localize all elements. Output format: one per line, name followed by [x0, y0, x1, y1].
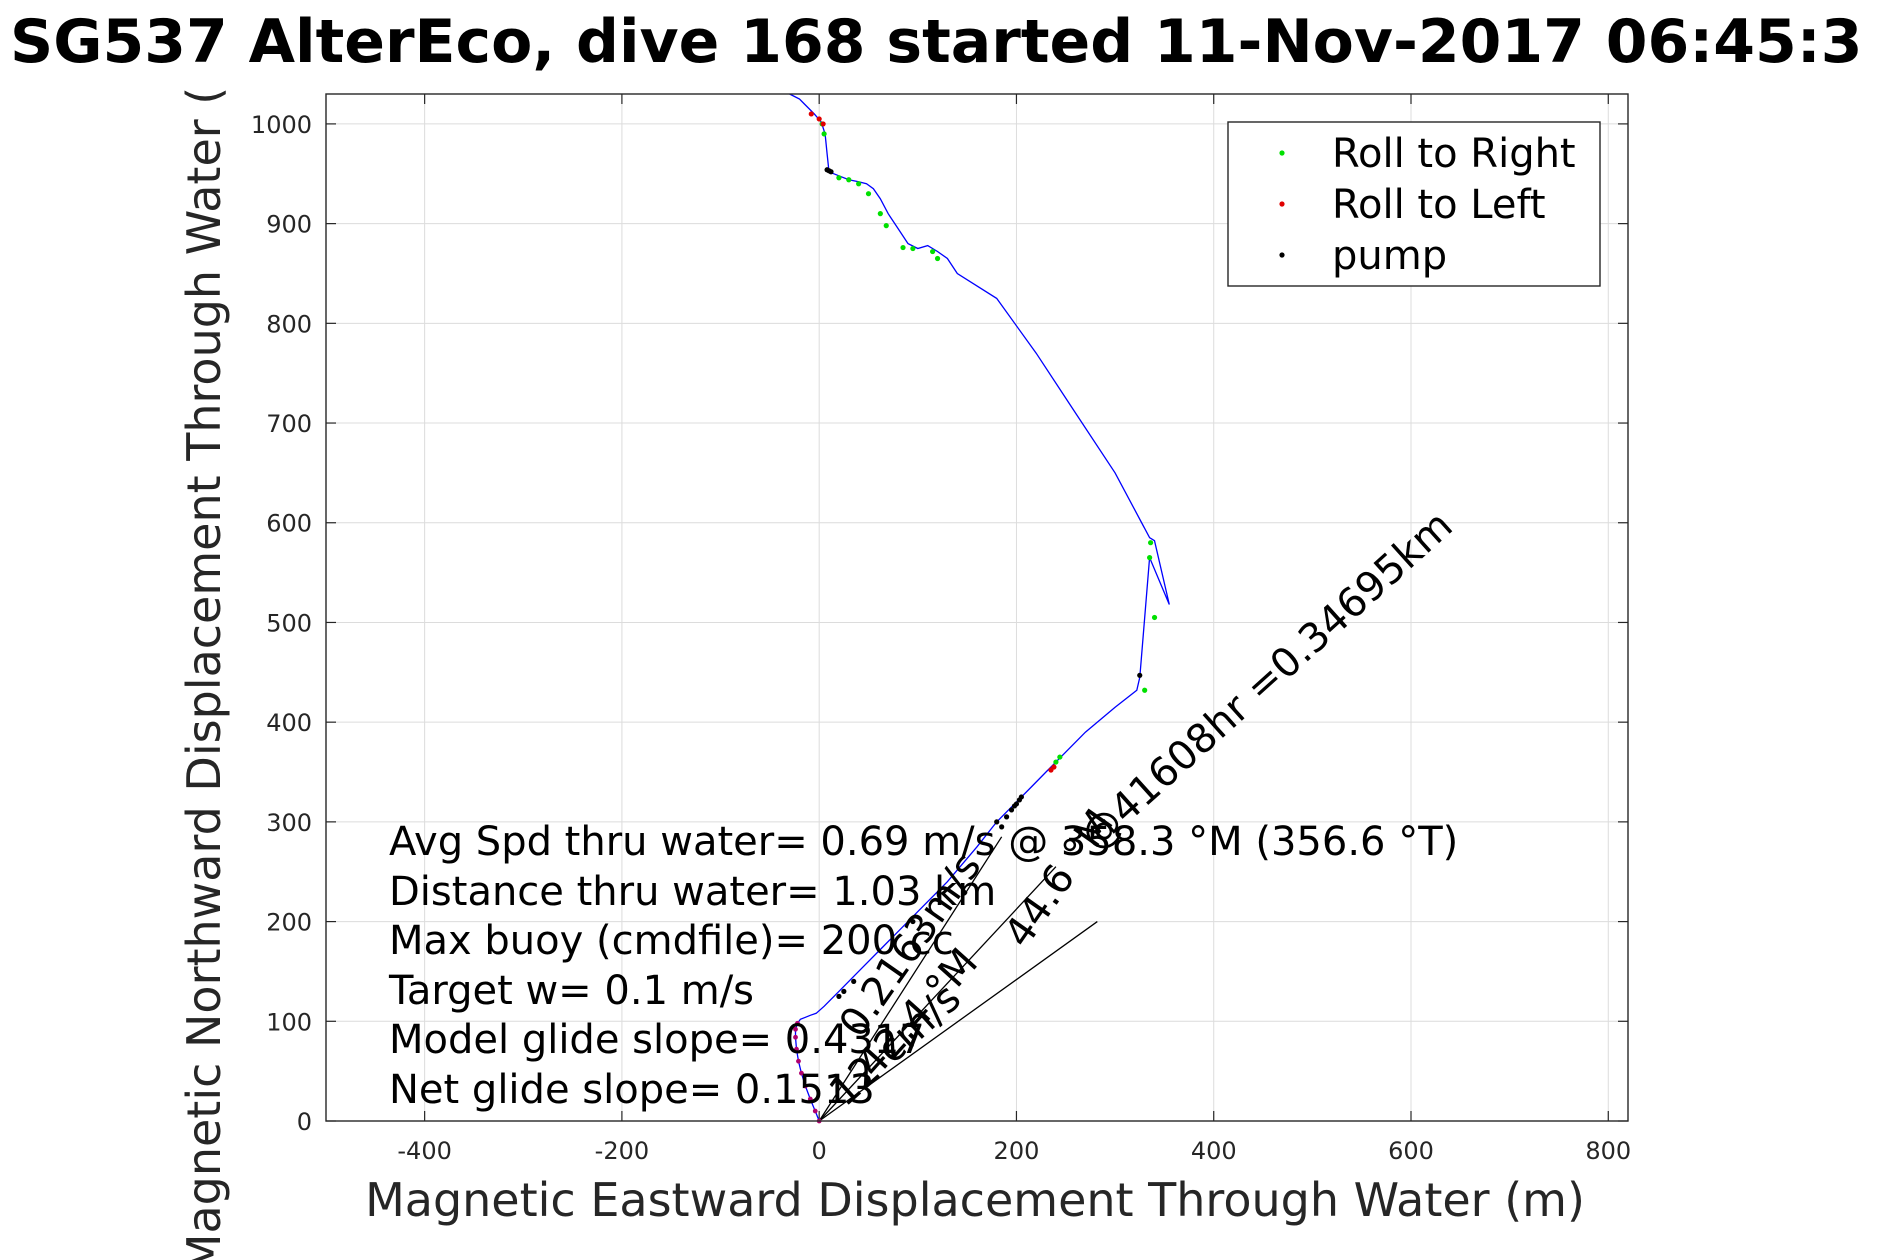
y-tick-label: 0 [297, 1108, 312, 1136]
roll-to-left-point [820, 121, 826, 127]
y-tick-label: 800 [266, 310, 312, 338]
y-tick-label: 700 [266, 410, 312, 438]
series-lines [789, 93, 1170, 1122]
legend-marker-pump [1279, 252, 1285, 258]
y-tick-label: 300 [266, 809, 312, 837]
track-sample-point [802, 1083, 808, 1089]
roll-to-right-point [1053, 759, 1059, 765]
roll-to-right-point [856, 181, 862, 187]
pump-point [1018, 794, 1024, 800]
track-sample-point [796, 1058, 801, 1064]
heading-vector-line [818, 836, 1003, 1122]
annotation-block: Avg Spd thru water= 0.69 m/s @ 358.3 °M … [388, 819, 1458, 1113]
dive-track-line [789, 93, 1170, 1122]
roll-to-right-point [934, 255, 941, 262]
track-sample-point [795, 1020, 800, 1026]
y-axis-label: Magnetic Northward Displacement Through … [177, 87, 231, 1260]
y-tick-label: 200 [266, 909, 312, 937]
x-axis-label: Magnetic Eastward Displacement Through W… [365, 1173, 1585, 1227]
roll-to-right-point [877, 211, 883, 217]
x-tick-label: 0 [812, 1137, 827, 1165]
track-sample-point [807, 1096, 813, 1102]
y-ticks: 0 100 200 300 400 500 600 700 800 900 1000 [251, 111, 1628, 1136]
track-sample-point [812, 1108, 818, 1114]
roll-to-right-point [1057, 754, 1063, 760]
legend-marker-roll-right [1279, 150, 1285, 156]
x-tick-label: 600 [1388, 1137, 1434, 1165]
roll-to-left-point [1051, 764, 1057, 770]
pump-point [824, 167, 830, 173]
roll-to-right-point [930, 248, 936, 255]
x-tick-label: -400 [397, 1137, 451, 1165]
roll-to-right-point [821, 131, 827, 137]
legend-label-roll-right: Roll to Right [1332, 131, 1576, 177]
pump-point [1008, 807, 1015, 813]
current-vectors [818, 836, 1098, 1122]
legend-label-pump: pump [1332, 233, 1447, 279]
series-markers [793, 111, 1158, 1124]
y-tick-label: 500 [266, 609, 312, 637]
x-tick-label: 400 [1191, 1137, 1237, 1165]
annotation-line-3: Max buoy (cmdfile)= 200 cc [389, 918, 954, 964]
rotated-annotations: @41608hr =0.34695km 0.2163m/s 44.6 °M 42… [821, 502, 1462, 1115]
roll-to-left-point [808, 111, 814, 117]
pump-point [1137, 672, 1143, 678]
track-sample-point [793, 1026, 798, 1032]
y-tick-label: 1000 [251, 111, 312, 139]
axes-box [325, 93, 1629, 1122]
pump-point [1003, 814, 1010, 820]
pump-point [994, 819, 1000, 825]
pump-point [1013, 801, 1020, 807]
x-tick-label: 200 [994, 1137, 1040, 1165]
pump-point [910, 918, 916, 925]
annotation-line-4: Target w= 0.1 m/s [388, 968, 754, 1014]
x-ticks: -400 -200 0 200 400 600 800 [397, 94, 1631, 1165]
pump-point [999, 824, 1005, 830]
roll-to-right-point [1151, 614, 1158, 621]
roll-to-left-point [816, 116, 822, 122]
chart-title: SG537 AlterEco, dive 168 started 11-Nov-… [10, 7, 1863, 77]
current-distance-label: @41608hr =0.34695km [1072, 502, 1462, 859]
roll-to-right-point [900, 244, 906, 251]
y-tick-label: 900 [266, 211, 312, 239]
roll-to-right-point [846, 177, 852, 183]
x-tick-label: 800 [1585, 1137, 1631, 1165]
roll-to-right-point [836, 175, 842, 181]
legend-marker-roll-left [1279, 201, 1285, 207]
track-sample-point [793, 1034, 798, 1040]
x-tick-label: -200 [595, 1137, 649, 1165]
track-sample-point [799, 1070, 804, 1076]
roll-to-right-point [1147, 555, 1153, 561]
legend-label-roll-left: Roll to Left [1332, 182, 1546, 228]
y-tick-label: 600 [266, 510, 312, 538]
plot-area [789, 93, 1170, 1124]
pump-point [841, 988, 847, 994]
heading-vector-line-2 [818, 866, 1057, 1122]
current-vector-line [818, 921, 1098, 1122]
roll-to-right-point [1142, 687, 1148, 693]
annotation-line-6: Net glide slope= 0.1513 [389, 1067, 875, 1113]
pump-point [836, 993, 842, 999]
annotation-line-1: Avg Spd thru water= 0.69 m/s @ 358.3 °M … [389, 819, 1458, 865]
legend-box [1227, 121, 1601, 287]
roll-to-right-point [865, 191, 872, 197]
roll-to-right-point [883, 223, 889, 229]
y-tick-label: 400 [266, 709, 312, 737]
pump-point [851, 978, 857, 985]
y-tick-label: 100 [266, 1008, 312, 1036]
legend: Roll to Right Roll to Left pump [1227, 121, 1601, 287]
roll-to-right-point [910, 245, 916, 252]
track-sample-point [794, 1046, 799, 1052]
annotation-line-5: Model glide slope= 0.4317 [389, 1017, 925, 1063]
annotation-line-2: Distance thru water= 1.03 km [389, 869, 996, 915]
roll-to-right-point [1148, 540, 1154, 546]
